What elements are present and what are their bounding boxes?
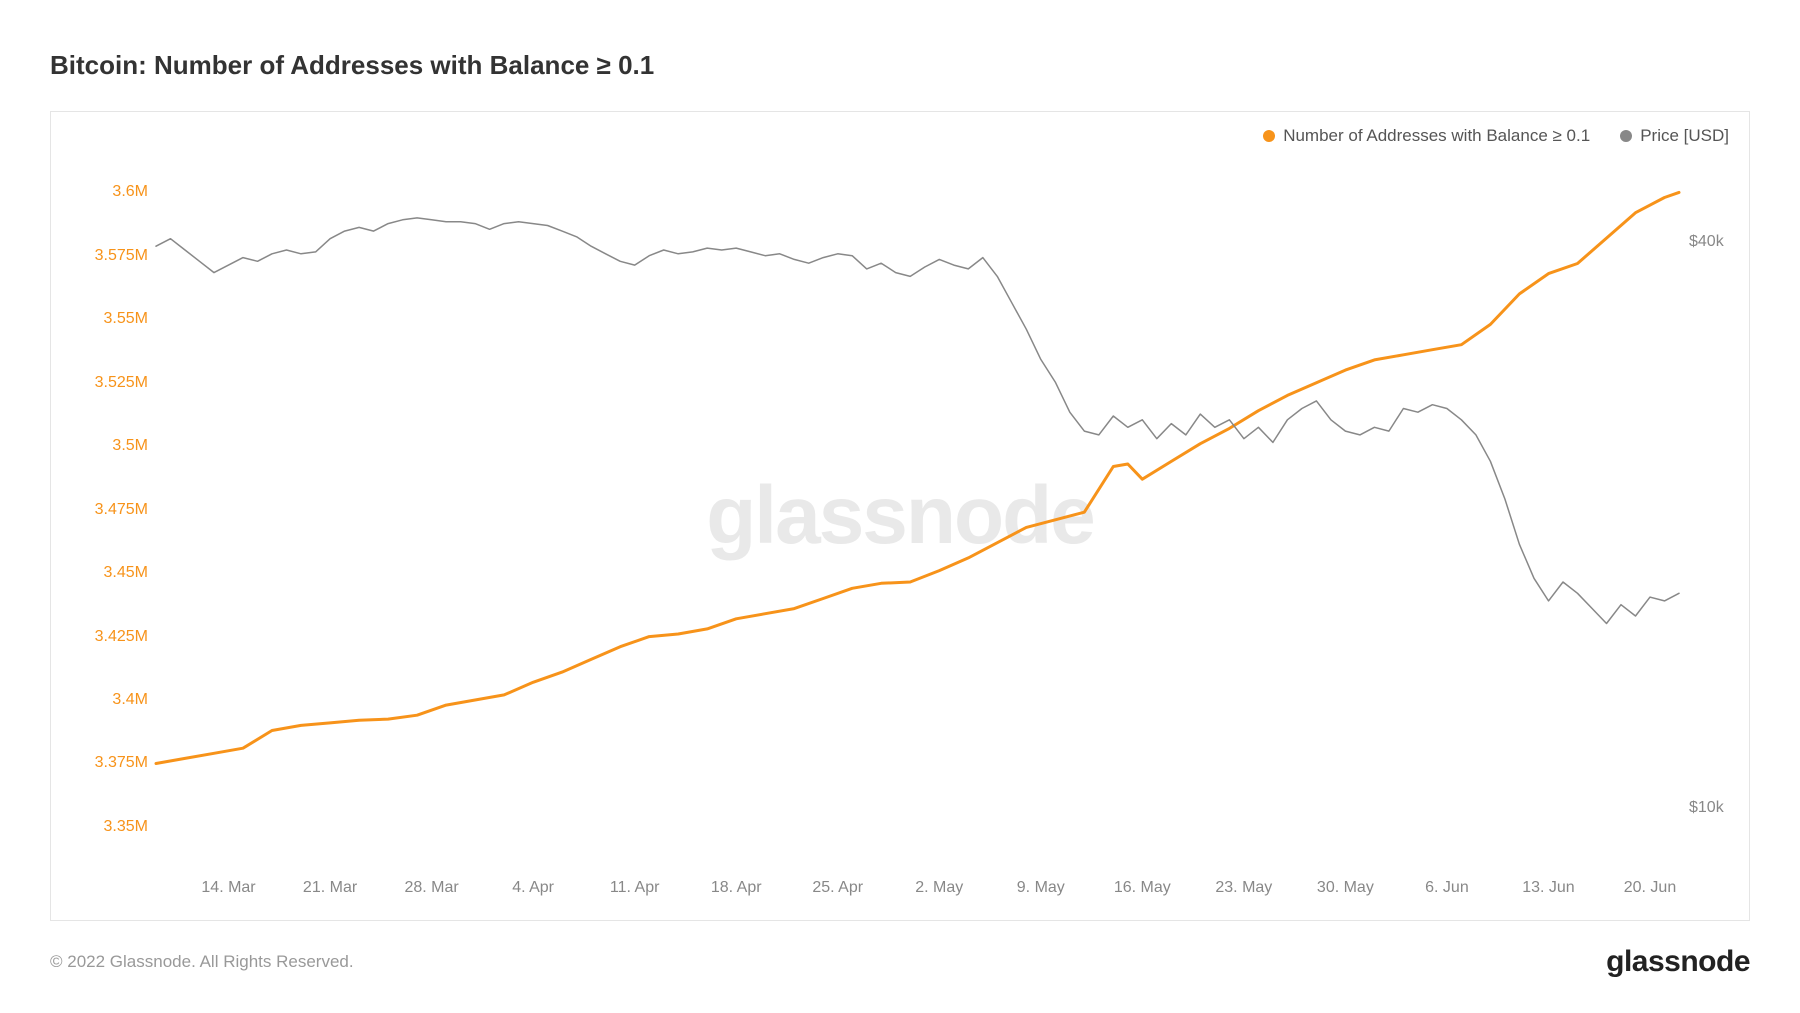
y-left-tick-label: 3.45M [63,564,148,582]
x-tick-label: 6. Jun [1425,879,1469,897]
chart-container: Number of Addresses with Balance ≥ 0.1 P… [50,111,1750,921]
y-left-tick-label: 3.5M [63,437,148,455]
x-tick-label: 18. Apr [711,879,762,897]
x-tick-label: 4. Apr [512,879,554,897]
x-tick-label: 11. Apr [610,879,660,897]
x-tick-label: 25. Apr [812,879,863,897]
x-tick-label: 20. Jun [1624,879,1676,897]
y-right-tick-label: $40k [1689,233,1724,251]
y-left-tick-label: 3.575M [63,247,148,265]
x-tick-label: 2. May [915,879,963,897]
x-tick-label: 30. May [1317,879,1374,897]
x-tick-label: 9. May [1017,879,1065,897]
footer: © 2022 Glassnode. All Rights Reserved. g… [50,945,1750,979]
x-tick-label: 16. May [1114,879,1171,897]
chart-plot [51,112,1749,920]
y-left-tick-label: 3.475M [63,501,148,519]
y-left-tick-label: 3.6M [63,183,148,201]
x-tick-label: 21. Mar [303,879,357,897]
y-left-tick-label: 3.525M [63,374,148,392]
copyright-text: © 2022 Glassnode. All Rights Reserved. [50,952,354,972]
x-tick-label: 13. Jun [1522,879,1574,897]
y-left-tick-label: 3.35M [63,818,148,836]
x-tick-label: 14. Mar [201,879,255,897]
y-right-tick-label: $10k [1689,799,1724,817]
brand-logo: glassnode [1606,945,1750,979]
x-tick-label: 23. May [1215,879,1272,897]
chart-title: Bitcoin: Number of Addresses with Balanc… [50,50,1750,81]
y-left-tick-label: 3.4M [63,691,148,709]
y-left-tick-label: 3.375M [63,754,148,772]
y-left-tick-label: 3.55M [63,310,148,328]
x-tick-label: 28. Mar [404,879,458,897]
y-left-tick-label: 3.425M [63,628,148,646]
